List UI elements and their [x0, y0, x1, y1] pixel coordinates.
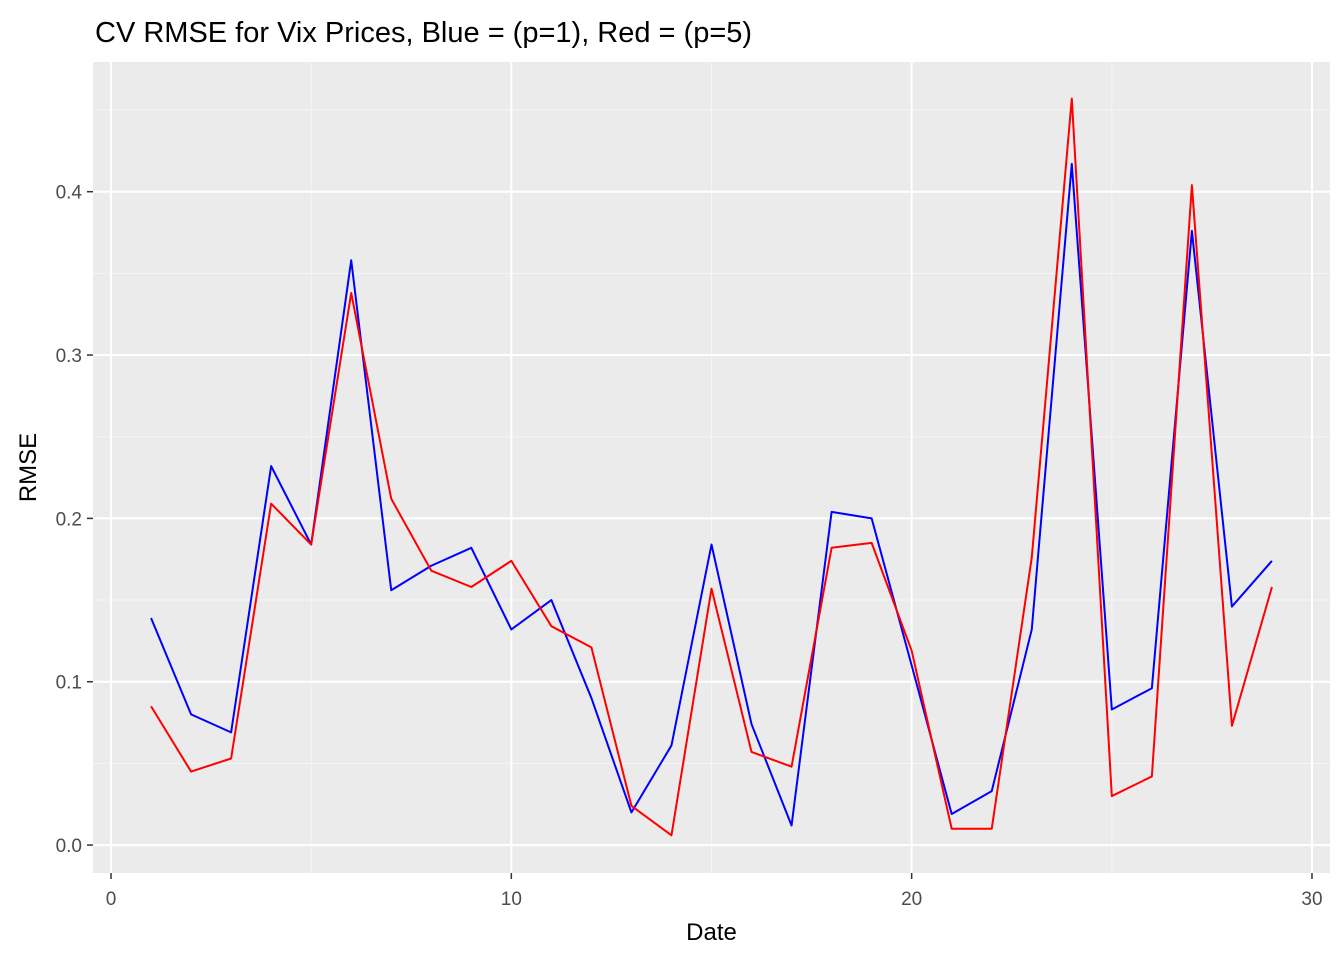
minor-gridlines	[93, 62, 1330, 873]
major-gridlines	[93, 62, 1330, 873]
x-tick-label: 0	[106, 889, 117, 910]
series-lines	[150, 97, 1273, 837]
x-tick-label: 20	[901, 889, 922, 910]
y-axis-title: RMSE	[15, 433, 42, 502]
x-axis-ticks: 0 10 20 30	[106, 873, 1323, 910]
x-tick-label: 10	[501, 889, 522, 910]
x-tick-label: 30	[1301, 889, 1322, 910]
y-tick-label: 0.3	[56, 346, 82, 367]
series-line-red	[150, 97, 1273, 837]
x-axis-title: Date	[686, 919, 737, 946]
y-tick-label: 0.4	[56, 183, 83, 204]
y-tick-label: 0.0	[56, 836, 82, 857]
chart-title: CV RMSE for Vix Prices, Blue = (p=1), Re…	[95, 17, 752, 49]
y-axis-ticks: 0.0 0.1 0.2 0.3 0.4	[56, 183, 93, 857]
y-tick-label: 0.1	[56, 673, 82, 694]
y-tick-label: 0.2	[56, 509, 82, 530]
